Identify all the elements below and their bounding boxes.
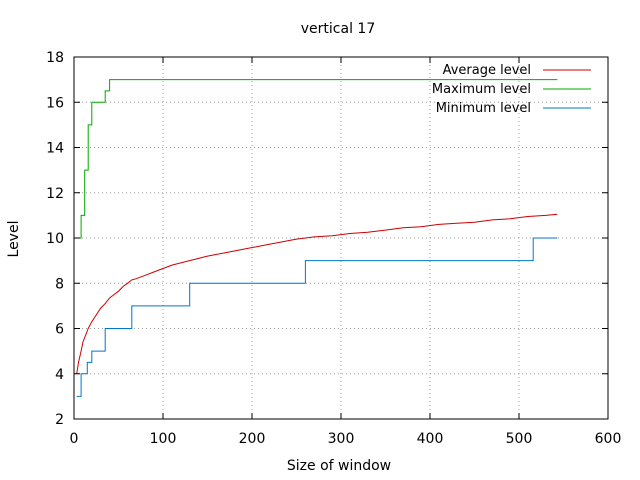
x-axis-label: Size of window <box>287 458 391 474</box>
y-tick-label: 10 <box>46 231 64 247</box>
grid-lines <box>74 57 608 419</box>
y-axis-label: Level <box>6 221 22 258</box>
x-tick-label: 500 <box>506 431 533 447</box>
series-line-average-level <box>76 213 558 374</box>
y-tick-label: 16 <box>46 95 64 111</box>
y-tick-label: 6 <box>55 322 64 338</box>
x-tick-label: 0 <box>70 431 79 447</box>
y-tick-label: 4 <box>55 367 64 383</box>
y-tick-label: 8 <box>55 276 64 292</box>
x-tick-label: 200 <box>239 431 266 447</box>
series-line-minimum-level <box>76 237 558 397</box>
y-tick-label: 18 <box>46 50 64 66</box>
y-tick-label: 14 <box>46 141 64 157</box>
legend-label-minimum-level: Minimum level <box>436 101 531 116</box>
x-tick-label: 100 <box>150 431 177 447</box>
axis-ticks: 0 100 200 300 400 500 600 2 4 6 8 10 12 14 16 18 <box>46 50 621 447</box>
x-tick-label: 400 <box>417 431 444 447</box>
y-tick-label: 12 <box>46 186 64 202</box>
x-tick-label: 600 <box>595 431 622 447</box>
series-layer <box>76 79 558 397</box>
legend-label-average-level: Average level <box>443 63 531 78</box>
legend: Average level Maximum level Minimum level <box>432 63 591 116</box>
y-tick-label: 2 <box>55 412 64 428</box>
series-line-maximum-level <box>76 79 558 239</box>
x-tick-label: 300 <box>328 431 355 447</box>
legend-label-maximum-level: Maximum level <box>432 82 531 97</box>
chart-title: vertical 17 <box>301 21 375 37</box>
